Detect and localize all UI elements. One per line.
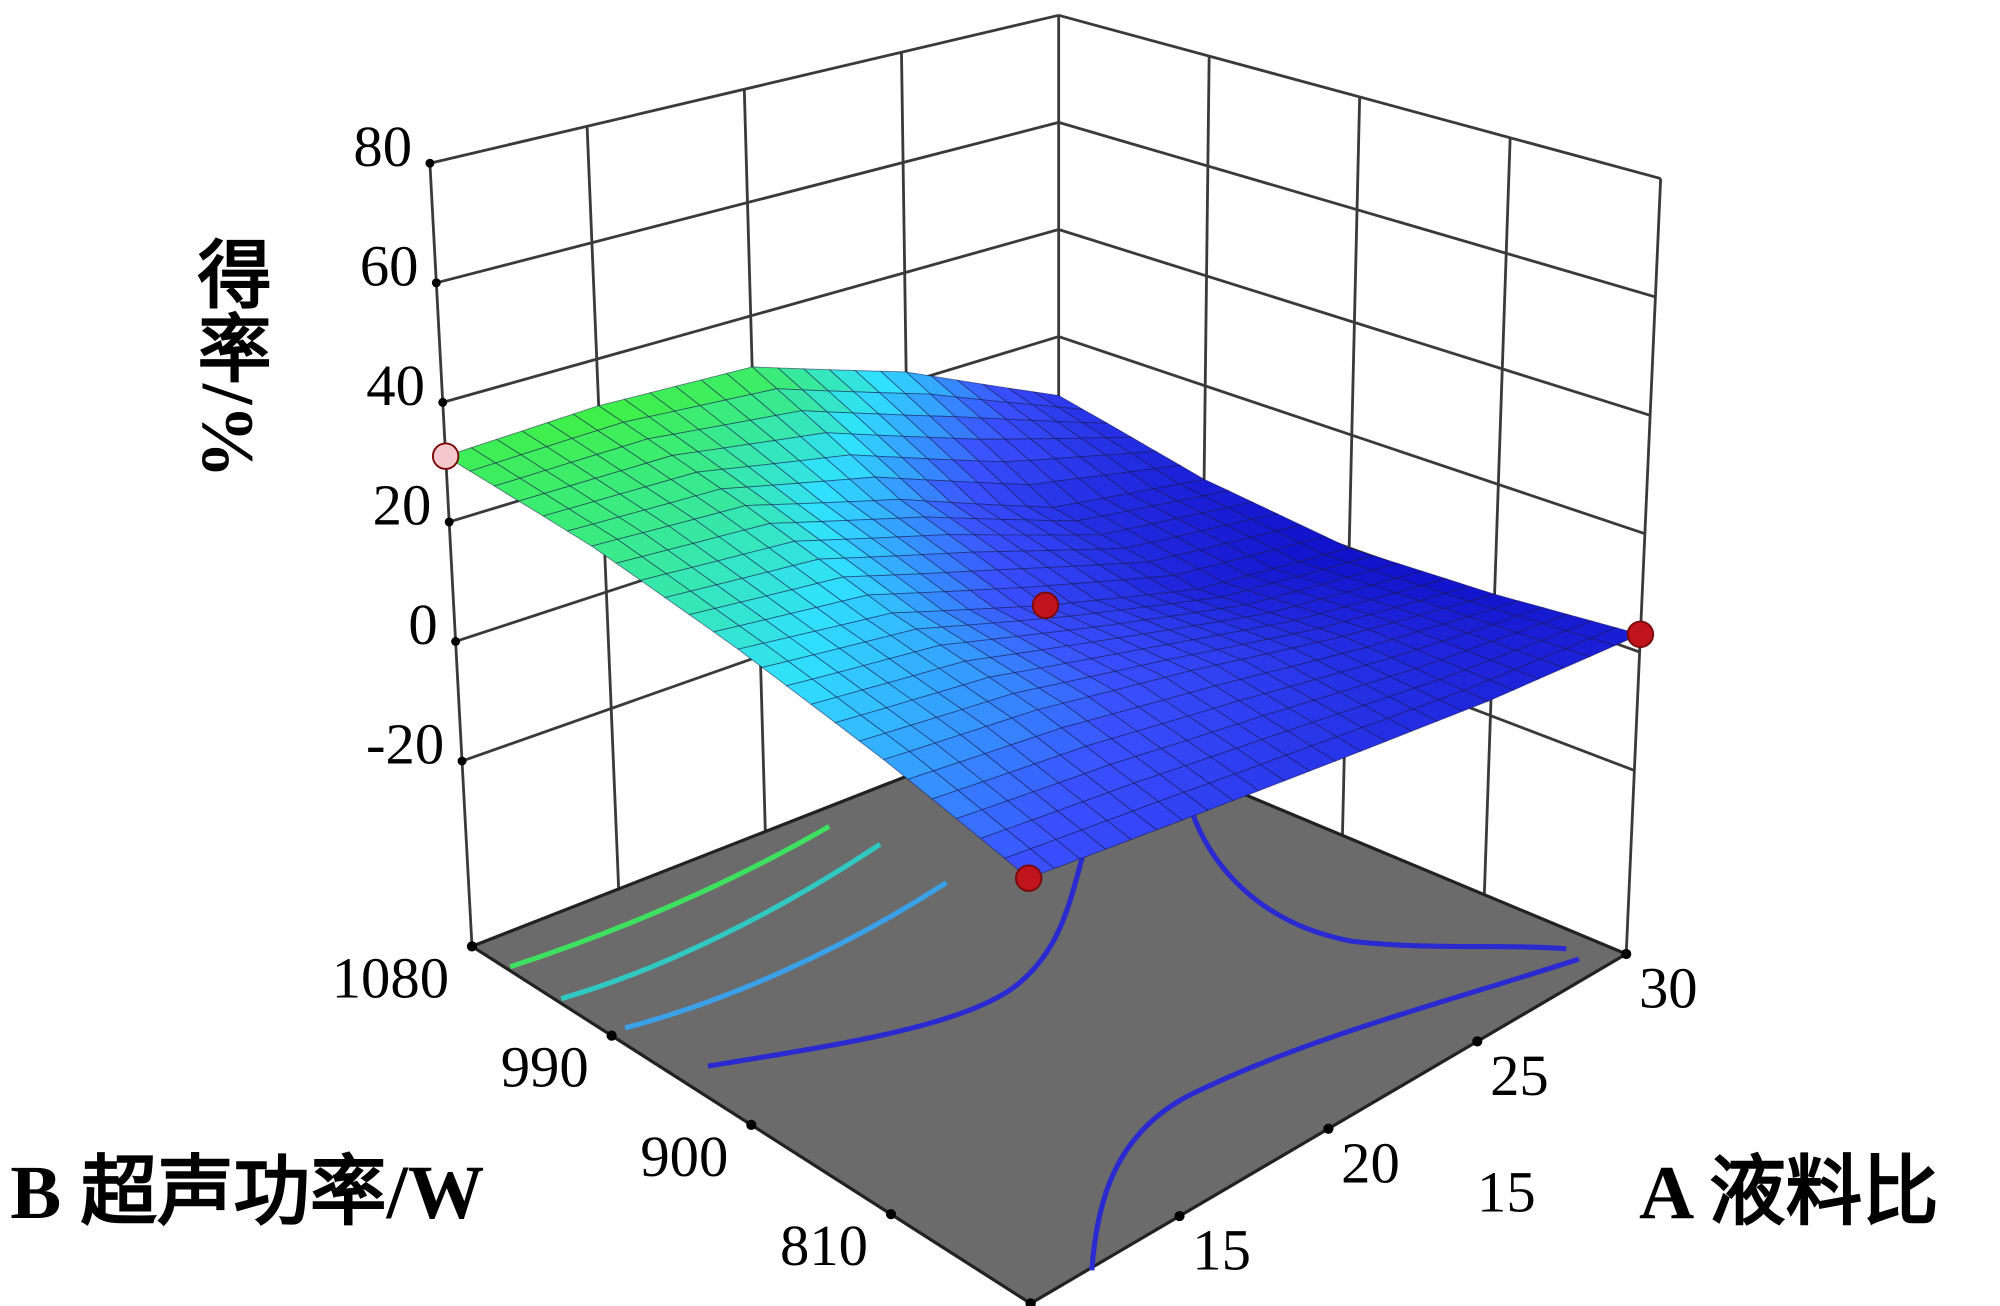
stray-annotation-label: 15 xyxy=(1477,1160,1536,1225)
x-tick-mark xyxy=(1174,1210,1185,1222)
right-edge-line xyxy=(1624,178,1663,955)
right-wall-vertical-gridline xyxy=(1482,137,1512,895)
y-tick-mark xyxy=(466,941,478,952)
z-tick-label: -20 xyxy=(366,712,444,777)
y-tick-mark xyxy=(606,1030,617,1041)
contour-line-blue-left xyxy=(707,841,1090,1069)
x-tick-mark xyxy=(1323,1123,1334,1134)
y-tick-label: 990 xyxy=(501,1035,589,1100)
y-tick-label: 1080 xyxy=(332,945,449,1010)
contour-line-blue-bottom xyxy=(1089,956,1580,1271)
axis-ticks: -2002040608072081090099010801015202530 xyxy=(332,114,1698,1306)
x-tick-label: 30 xyxy=(1639,956,1698,1021)
y-tick-mark xyxy=(885,1209,897,1220)
z-tick-label: 80 xyxy=(353,114,412,179)
design-point-marker xyxy=(1031,591,1060,620)
x-tick-mark xyxy=(1621,948,1632,960)
x-tick-mark xyxy=(1025,1298,1036,1306)
z-tick-label: 0 xyxy=(408,592,437,657)
z-axis-line xyxy=(428,163,474,947)
z-tick-label: 40 xyxy=(366,353,425,418)
z-tick-label: 60 xyxy=(360,233,419,298)
contour-line-lightblue xyxy=(624,880,948,1031)
y-axis-title: B 超声功率/W xyxy=(10,1150,484,1235)
design-point-marker xyxy=(1015,864,1043,892)
y-tick-label: 720 xyxy=(920,1302,1008,1306)
design-point-marker xyxy=(1626,620,1655,649)
response-surface-mesh xyxy=(444,366,1642,879)
z-tick-mark xyxy=(444,517,454,527)
y-tick-mark xyxy=(746,1119,757,1130)
z-tick-mark xyxy=(425,158,435,168)
floor-contour-plane xyxy=(468,715,1630,1306)
y-tick-label: 900 xyxy=(640,1124,728,1189)
x-tick-label: 15 xyxy=(1192,1218,1251,1283)
surface-cell xyxy=(1003,848,1056,879)
design-points xyxy=(431,442,1655,892)
contour-line-blue-right xyxy=(1183,792,1567,952)
y-tick-label: 810 xyxy=(780,1213,868,1278)
x-tick-mark xyxy=(1472,1036,1483,1047)
z-tick-mark xyxy=(431,278,441,288)
z-tick-mark xyxy=(457,756,467,766)
x-axis-title: A 液料比 xyxy=(1639,1150,1939,1235)
contour-line-green xyxy=(509,824,831,970)
contour-line-teal xyxy=(560,842,882,1002)
design-point-marker xyxy=(431,442,460,470)
z-tick-label: 20 xyxy=(373,472,432,537)
x-tick-label: 25 xyxy=(1490,1043,1549,1108)
z-axis-title: 得率/% xyxy=(186,236,271,478)
z-tick-mark xyxy=(451,637,461,646)
x-tick-label: 20 xyxy=(1341,1130,1400,1195)
z-tick-mark xyxy=(438,397,448,407)
